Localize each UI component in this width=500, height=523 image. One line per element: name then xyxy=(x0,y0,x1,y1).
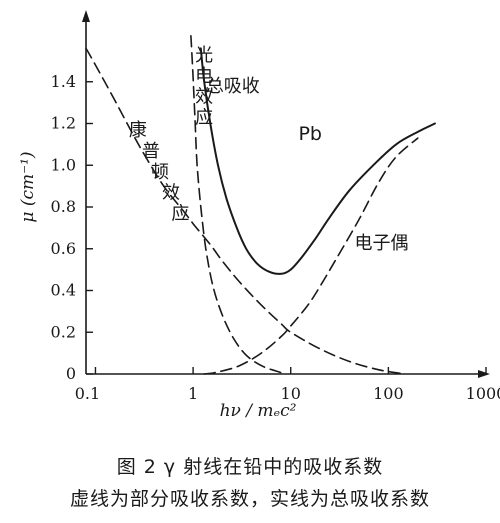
annotation-label: 应 xyxy=(171,204,189,225)
annotation-label: 电 xyxy=(195,66,213,87)
series-line-1 xyxy=(190,35,288,375)
series-line-3 xyxy=(203,137,419,375)
annotation-label: 康 xyxy=(129,120,147,141)
y-tick-label: 0.4 xyxy=(51,281,76,300)
annotation-label: 普 xyxy=(142,141,160,162)
y-tick-label: 0.2 xyxy=(51,322,76,341)
x-tick-label: 10 xyxy=(281,384,301,403)
x-tick-label: 1 xyxy=(188,384,198,403)
annotation-label: 效 xyxy=(195,87,213,108)
x-axis-arrow xyxy=(478,370,490,378)
x-tick-label: 0.1 xyxy=(75,384,100,403)
y-tick-label: 0 xyxy=(66,364,76,383)
x-axis-label: hν / mₑc² xyxy=(220,401,297,421)
y-axis-arrow xyxy=(82,10,90,22)
series-line-2 xyxy=(85,47,407,375)
annotation-label: Pb xyxy=(298,123,322,145)
annotation-label: 总吸收 xyxy=(206,76,260,97)
y-tick-label: 1.0 xyxy=(51,155,76,174)
series-layer xyxy=(85,35,436,375)
annotation-label: 电子偶 xyxy=(355,233,409,254)
figure-caption-title: 图 2 γ 射线在铅中的吸收系数 xyxy=(116,456,384,478)
annotation-label: 光 xyxy=(195,45,213,66)
series-line-0 xyxy=(199,47,436,275)
annotation-label: 效 xyxy=(162,183,180,204)
y-axis-label: μ (cm⁻¹) xyxy=(18,151,38,222)
y-tick-label: 1.4 xyxy=(51,72,76,91)
y-tick-label: 0.6 xyxy=(51,239,76,258)
annotation-label: 顿 xyxy=(151,162,169,183)
x-tick-label: 100 xyxy=(373,384,404,403)
annotation-label: 应 xyxy=(195,108,213,129)
y-tick-label: 0.8 xyxy=(51,197,76,216)
figure-caption-note: 虚线为部分吸收系数，实线为总吸收系数 xyxy=(69,488,430,510)
y-tick-label: 1.2 xyxy=(51,114,76,133)
